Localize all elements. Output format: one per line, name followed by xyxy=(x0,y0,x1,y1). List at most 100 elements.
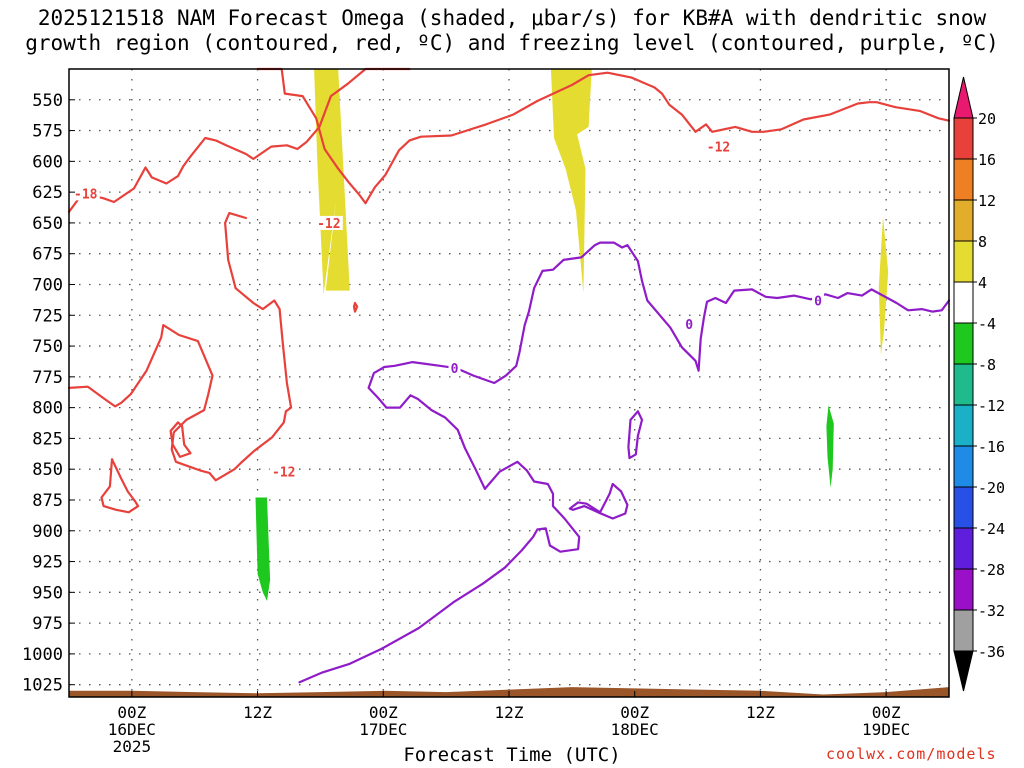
x-tick-label-0-1: 16DEC xyxy=(108,720,156,739)
x-tick-label-4-0: 00Z xyxy=(620,703,649,722)
x-tick-label-5-0: 12Z xyxy=(746,703,775,722)
contour-label-2: -12 xyxy=(272,466,295,481)
y-tick-label-875: 875 xyxy=(32,491,63,511)
y-tick-label-750: 750 xyxy=(32,337,63,357)
contour-label-bg-0 xyxy=(71,186,100,201)
x-tick-label-2-1: 17DEC xyxy=(359,720,407,739)
x-tick-label-0-2: 2025 xyxy=(113,737,152,756)
colorbar-bottom-arrow xyxy=(953,650,974,692)
contour-label-0: -18 xyxy=(74,187,98,202)
x-tick-label-6-0: 00Z xyxy=(872,703,901,722)
contour-label-bg-1 xyxy=(314,215,343,230)
colorbar-label-8: -16 xyxy=(978,438,1005,456)
contour-line-0 xyxy=(67,67,411,213)
contour-label-6: 0 xyxy=(814,294,822,309)
colorbar-bin-9 xyxy=(953,445,974,488)
contour-label-bg-6 xyxy=(812,293,825,308)
chart-title-line-2: growth region (contoured, red, ºC) and f… xyxy=(25,31,999,55)
colorbar-bin-3 xyxy=(953,199,974,242)
colorbar-bin-6 xyxy=(953,322,974,365)
colorbar-label-0: 20 xyxy=(978,110,996,128)
colorbar-label-10: -24 xyxy=(978,520,1005,538)
omega-region-0 xyxy=(314,69,350,295)
omega-region-4 xyxy=(826,405,834,488)
contour-line-2 xyxy=(67,212,293,482)
y-tick-label-1025: 1025 xyxy=(22,676,63,696)
credit-text: coolwx.com/models xyxy=(826,745,997,763)
y-tick-label-975: 975 xyxy=(32,614,63,634)
y-tick-label-900: 900 xyxy=(32,522,63,542)
y-tick-label-775: 775 xyxy=(32,368,63,388)
colorbar-label-6: -8 xyxy=(978,356,996,374)
colorbar-label-1: 16 xyxy=(978,151,996,169)
colorbar-label-4: 4 xyxy=(978,274,987,292)
y-tick-label-575: 575 xyxy=(32,122,63,142)
chart-title-line-1: 2025121518 NAM Forecast Omega (shaded, μ… xyxy=(37,6,987,30)
contour-line-5 xyxy=(298,241,951,684)
contour-line-1 xyxy=(256,67,951,205)
y-tick-label-650: 650 xyxy=(32,214,63,234)
colorbar-bin-5 xyxy=(953,281,974,324)
colorbar-bin-12 xyxy=(953,568,974,611)
grid-lines xyxy=(69,69,949,697)
contour-label-1: -12 xyxy=(317,217,340,232)
contour-label-bg-3 xyxy=(704,139,733,154)
omega-region-2 xyxy=(878,216,889,355)
colorbar-bin-8 xyxy=(953,404,974,447)
contour-label-4: 0 xyxy=(451,362,459,377)
y-tick-label-825: 825 xyxy=(32,429,63,449)
x-tick-label-2-0: 00Z xyxy=(369,703,398,722)
contour-line-4 xyxy=(169,421,192,458)
y-axis-pressure: 550 575 600 625 650 675 700 725 750 775 800 825 850 8… xyxy=(22,91,75,696)
colorbar-label-7: -12 xyxy=(978,397,1005,415)
omega-region-1 xyxy=(550,69,592,294)
x-tick-label-1-0: 12Z xyxy=(243,703,272,722)
colorbar-bin-11 xyxy=(953,527,974,570)
y-tick-label-800: 800 xyxy=(32,399,63,419)
y-tick-label-725: 725 xyxy=(32,306,63,326)
plot-frame xyxy=(68,68,950,698)
contour-label-bg-5 xyxy=(683,316,696,331)
colorbar-top-arrow xyxy=(953,76,974,119)
colorbar-label-3: 8 xyxy=(978,233,987,251)
y-tick-label-625: 625 xyxy=(32,183,63,203)
colorbar-bin-1 xyxy=(953,117,974,160)
colorbar-bin-2 xyxy=(953,158,974,201)
y-tick-label-700: 700 xyxy=(32,275,63,295)
contour-line-3 xyxy=(100,458,140,514)
omega-shaded-regions xyxy=(255,69,889,601)
contour-label-bg-2 xyxy=(269,464,298,479)
colorbar-bin-7 xyxy=(953,363,974,406)
contour-line-8 xyxy=(352,301,359,313)
x-tick-label-6-1: 19DEC xyxy=(862,720,910,739)
colorbar-bin-13 xyxy=(953,609,974,652)
colorbar: 20 16 12 8 4 -4 -8 -12 -16 -20 -24 -28 -32 -36 xyxy=(953,76,1005,692)
y-tick-label-950: 950 xyxy=(32,583,63,603)
contour-label-5: 0 xyxy=(685,318,693,333)
y-tick-label-600: 600 xyxy=(32,152,63,172)
y-tick-label-925: 925 xyxy=(32,553,63,573)
colorbar-label-9: -20 xyxy=(978,479,1005,497)
colorbar-label-13: -36 xyxy=(978,643,1005,661)
contour-lines xyxy=(67,67,951,684)
colorbar-label-2: 12 xyxy=(978,192,996,210)
y-tick-label-850: 850 xyxy=(32,460,63,480)
y-tick-label-675: 675 xyxy=(32,245,63,265)
colorbar-bin-4 xyxy=(953,240,974,283)
contour-label-3: -12 xyxy=(707,141,730,156)
y-tick-label-550: 550 xyxy=(32,91,63,111)
x-axis-label: Forecast Time (UTC) xyxy=(403,744,621,766)
colorbar-label-5: -4 xyxy=(978,315,996,333)
x-tick-label-0-0: 00Z xyxy=(117,703,146,722)
contour-line-7 xyxy=(568,482,629,520)
contour-labels: -18 -12 -12 -12 0 0 0 xyxy=(71,139,825,481)
x-tick-label-4-1: 18DEC xyxy=(611,720,659,739)
contour-line-6 xyxy=(627,410,644,460)
contour-label-bg-4 xyxy=(448,361,461,376)
colorbar-bin-10 xyxy=(953,486,974,529)
colorbar-label-12: -32 xyxy=(978,602,1005,620)
colorbar-label-11: -28 xyxy=(978,561,1005,579)
y-tick-label-1000: 1000 xyxy=(22,645,63,665)
